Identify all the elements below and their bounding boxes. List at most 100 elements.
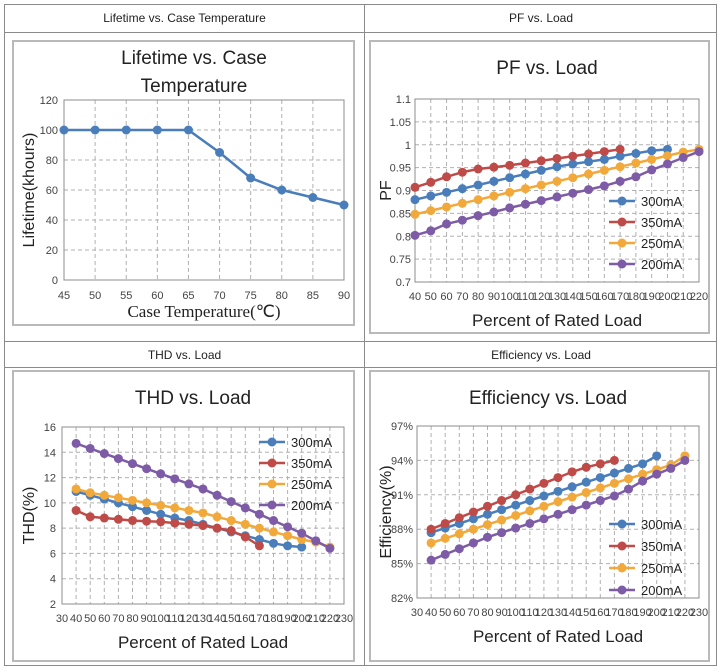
data-point [536,180,546,190]
data-point [553,509,563,519]
data-point [595,473,605,483]
data-point [142,516,152,526]
x-tick-label: 140 [563,607,581,619]
x-tick-label: 80 [126,613,138,625]
data-point [85,488,95,498]
data-point [553,486,563,496]
data-point [638,476,648,486]
x-tick-label: 170 [611,291,629,303]
data-point [631,158,641,168]
x-tick-label: 60 [453,607,465,619]
plot-area-frame [416,425,700,599]
legend-marker [617,519,627,529]
x-tick-label: 70 [467,607,479,619]
x-tick-label: 200 [293,613,311,625]
x-tick-label: 180 [619,607,637,619]
pf-chart: PF vs. Load 0.7 0.75 0.8 0.85 0.9 0.95 1 1.05 1.1… [378,58,708,330]
data-point [609,468,619,478]
x-tick-label: 160 [591,607,609,619]
plot-area-frame [63,99,345,281]
data-point [457,184,467,194]
data-point [426,555,436,565]
data-point [609,491,619,501]
data-point [325,543,335,553]
x-tick-label: 220 [676,607,694,619]
data-point [212,490,222,500]
x-tick-label: 90 [140,613,152,625]
data-point [473,195,483,205]
data-point [128,516,137,526]
data-point [581,488,591,498]
data-point [511,510,521,520]
x-tick-label: 40 [425,607,437,619]
data-point [152,125,162,135]
x-tick-label: 150 [577,607,595,619]
y-tick-label: 94% [391,455,413,467]
y-axis-label: PF [378,180,395,201]
data-point [170,518,180,528]
data-point [483,509,492,519]
data-point [142,498,152,508]
data-point [240,503,250,513]
data-point [442,187,452,197]
y-tick-label: 82% [391,593,413,605]
x-tick-label: 210 [307,613,325,625]
data-point [631,172,641,182]
legend-label: 300mA [291,435,333,450]
x-tick-label: 130 [548,291,566,303]
cell-caption-lifetime: Lifetime vs. Case Temperature [103,11,266,25]
data-point [121,125,131,135]
legend-marker [617,541,627,551]
data-point [308,193,318,202]
data-point [184,505,194,515]
y-tick-label: 88% [391,524,413,536]
x-tick-label: 190 [278,613,296,625]
x-tick-label: 90 [495,607,507,619]
data-point [226,497,236,507]
data-point [156,500,166,510]
y-tick-label: 1.05 [390,117,411,129]
data-point [638,459,648,469]
x-tick-label: 180 [264,613,282,625]
data-point [615,144,625,154]
y-tick-label: 85% [391,559,413,571]
data-point [215,148,225,157]
legend-label: 300mA [641,517,683,532]
data-point [226,516,236,526]
data-point [520,158,530,168]
data-point [128,459,137,469]
data-point [71,438,81,448]
data-point [489,162,499,172]
data-point [536,165,546,175]
y-tick-label: 0.75 [390,254,411,266]
data-point [568,151,578,161]
data-point [184,519,194,529]
data-point [468,524,478,534]
y-tick-label: 10 [44,498,56,510]
data-point [468,538,478,548]
legend-marker [617,585,627,595]
y-tick-label: 80 [46,155,58,167]
y-tick-label: 16 [44,422,56,434]
x-tick-label: 55 [120,290,132,302]
legend-label: 200mA [641,583,683,598]
x-tick-label: 30 [411,607,423,619]
x-tick-label: 150 [579,291,597,303]
x-tick-label: 80 [472,291,484,303]
data-point [113,493,123,503]
data-point [128,495,137,505]
x-tick-label: 50 [84,613,96,625]
data-point [624,474,633,484]
data-point [505,173,515,183]
y-tick-label: 1 [405,140,411,152]
data-point [468,514,478,524]
data-point [581,500,591,510]
data-point [198,508,208,518]
x-tick-label: 190 [633,607,651,619]
x-tick-label: 70 [456,291,468,303]
series-line-lifetime [64,128,345,207]
data-point [440,533,450,543]
chart-title: Temperature [141,76,248,97]
data-point [283,541,293,551]
y-tick-label: 20 [46,245,58,257]
